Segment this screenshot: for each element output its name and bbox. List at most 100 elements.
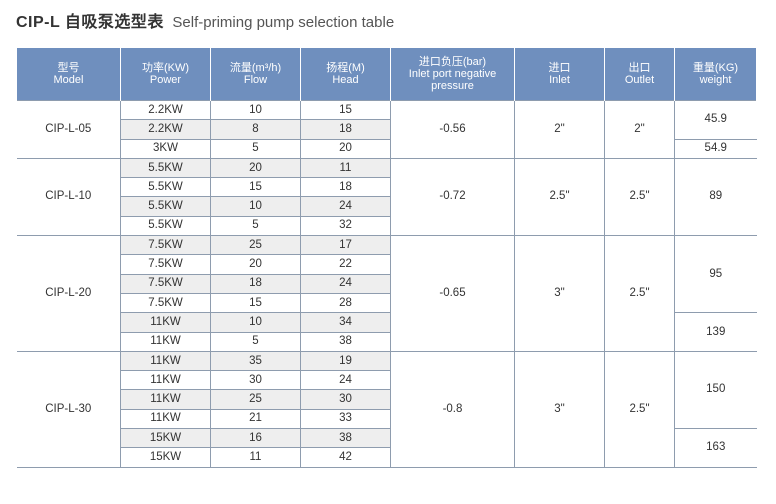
head-cell: 22 bbox=[300, 254, 391, 275]
flow-cell: 25 bbox=[210, 389, 301, 410]
header-model: 型号 Model bbox=[16, 48, 121, 101]
head-cell: 24 bbox=[300, 196, 391, 217]
inlet-cell: 3" bbox=[514, 235, 605, 352]
header-pressure: 进口负压(bar) Inlet port negative pressure bbox=[390, 48, 515, 101]
header-power: 功率(KW) Power bbox=[120, 48, 211, 101]
title-sub: Self-priming pump selection table bbox=[172, 14, 395, 31]
weight-cell: 163 bbox=[674, 428, 757, 468]
table-header-row: 型号 Model 功率(KW) Power 流量(m³/h) Flow 扬程(M) He… bbox=[16, 48, 757, 101]
weight-cell: 95 bbox=[674, 235, 757, 314]
power-cell: 3KW bbox=[120, 138, 211, 159]
flow-cell: 35 bbox=[210, 350, 301, 372]
model-cell: CIP-L-10 bbox=[16, 157, 121, 237]
table-row: 15KW 11 42 bbox=[17, 447, 757, 468]
header-flow: 流量(m³/h) Flow bbox=[210, 48, 301, 101]
outlet-cell: 2.5" bbox=[604, 157, 675, 237]
head-cell: 32 bbox=[300, 215, 391, 237]
flow-cell: 18 bbox=[210, 273, 301, 294]
weight-cell: 150 bbox=[674, 350, 757, 430]
power-cell: 15KW bbox=[120, 428, 211, 449]
inlet-cell: 3" bbox=[514, 350, 605, 468]
flow-cell: 15 bbox=[210, 292, 301, 314]
power-cell: 7.5KW bbox=[120, 254, 211, 275]
head-cell: 38 bbox=[300, 428, 391, 449]
inlet-cell: 2.5" bbox=[514, 157, 605, 237]
power-cell: 5.5KW bbox=[120, 157, 211, 179]
table-row: CIP-L-10 5.5KW 20 11 -0.72 2.5" 2.5" 89 bbox=[16, 157, 757, 237]
table-row: 5.5KW 10 24 bbox=[17, 196, 757, 217]
head-cell: 33 bbox=[300, 408, 391, 430]
model-cell: CIP-L-05 bbox=[16, 100, 121, 159]
power-cell: 7.5KW bbox=[120, 292, 211, 314]
page-title: CIP-L 自吸泵选型表 Self-priming pump selection… bbox=[16, 9, 394, 37]
power-cell: 5.5KW bbox=[120, 196, 211, 217]
flow-cell: 5 bbox=[210, 331, 301, 352]
flow-cell: 5 bbox=[210, 215, 301, 237]
pressure-cell: -0.72 bbox=[390, 157, 515, 237]
head-cell: 15 bbox=[300, 99, 391, 121]
head-cell: 18 bbox=[300, 119, 391, 140]
head-cell: 42 bbox=[300, 447, 391, 468]
flow-cell: 20 bbox=[210, 157, 301, 179]
flow-cell: 10 bbox=[210, 99, 301, 121]
table-row: 7.5KW 20 22 bbox=[17, 254, 757, 275]
head-cell: 11 bbox=[300, 157, 391, 179]
table-row: CIP-L-30 11KW 35 19 -0.8 3" 2.5" 150 bbox=[16, 350, 757, 468]
flow-cell: 21 bbox=[210, 408, 301, 430]
title-main: CIP-L 自吸泵选型表 bbox=[16, 14, 164, 31]
flow-cell: 20 bbox=[210, 254, 301, 275]
flow-cell: 8 bbox=[210, 119, 301, 140]
table-row: 11KW 10 34 139 bbox=[17, 312, 757, 352]
flow-cell: 25 bbox=[210, 235, 301, 256]
table-row: 5.5KW 5 32 bbox=[17, 215, 757, 237]
power-cell: 7.5KW bbox=[120, 273, 211, 294]
head-cell: 24 bbox=[300, 273, 391, 294]
head-cell: 30 bbox=[300, 389, 391, 410]
head-cell: 20 bbox=[300, 138, 391, 159]
head-cell: 19 bbox=[300, 350, 391, 372]
outlet-cell: 2.5" bbox=[604, 235, 675, 352]
outlet-cell: 2.5" bbox=[604, 350, 675, 468]
table-row: 3KW 5 20 54.9 bbox=[17, 138, 757, 159]
head-cell: 18 bbox=[300, 177, 391, 198]
head-cell: 28 bbox=[300, 292, 391, 314]
pressure-cell: -0.56 bbox=[390, 100, 515, 159]
table-body: CIP-L-05 2.2KW 10 15 -0.56 2" 2" 45.9 2.2KW 8 18 3K… bbox=[16, 99, 757, 468]
weight-cell: 45.9 bbox=[674, 100, 757, 140]
power-cell: 11KW bbox=[120, 350, 211, 372]
power-cell: 2.2KW bbox=[120, 99, 211, 121]
power-cell: 11KW bbox=[120, 389, 211, 410]
pressure-cell: -0.8 bbox=[390, 350, 515, 468]
power-cell: 11KW bbox=[120, 370, 211, 391]
model-cell: CIP-L-30 bbox=[16, 350, 121, 468]
weight-cell: 54.9 bbox=[674, 138, 757, 159]
flow-cell: 15 bbox=[210, 177, 301, 198]
power-cell: 11KW bbox=[120, 408, 211, 430]
table-row: CIP-L-20 7.5KW 25 17 -0.65 3" 2.5" 95 bbox=[16, 235, 757, 352]
head-cell: 34 bbox=[300, 312, 391, 333]
header-weight: 重量(KG) weight bbox=[674, 48, 757, 101]
head-cell: 24 bbox=[300, 370, 391, 391]
table-row: 11KW 30 24 bbox=[17, 370, 757, 391]
weight-cell: 89 bbox=[674, 157, 757, 237]
model-cell: CIP-L-20 bbox=[16, 235, 121, 352]
inlet-cell: 2" bbox=[514, 100, 605, 159]
flow-cell: 16 bbox=[210, 428, 301, 449]
table-row: CIP-L-05 2.2KW 10 15 -0.56 2" 2" 45.9 bbox=[16, 99, 757, 159]
flow-cell: 10 bbox=[210, 312, 301, 333]
flow-cell: 30 bbox=[210, 370, 301, 391]
power-cell: 2.2KW bbox=[120, 119, 211, 140]
flow-cell: 5 bbox=[210, 138, 301, 159]
flow-cell: 11 bbox=[210, 447, 301, 468]
header-head: 扬程(M) Head bbox=[300, 48, 391, 101]
power-cell: 15KW bbox=[120, 447, 211, 468]
power-cell: 5.5KW bbox=[120, 215, 211, 237]
power-cell: 5.5KW bbox=[120, 177, 211, 198]
weight-cell: 139 bbox=[674, 312, 757, 352]
outlet-cell: 2" bbox=[604, 100, 675, 159]
header-outlet: 出口 Outlet bbox=[604, 48, 675, 101]
power-cell: 11KW bbox=[120, 312, 211, 333]
pressure-cell: -0.65 bbox=[390, 235, 515, 352]
table-row: 11KW 5 38 bbox=[17, 331, 757, 352]
flow-cell: 10 bbox=[210, 196, 301, 217]
